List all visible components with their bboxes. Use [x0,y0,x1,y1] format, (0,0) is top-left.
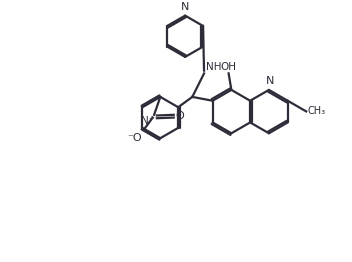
Text: OH: OH [221,62,237,72]
Text: ⁻O: ⁻O [127,133,142,143]
Text: NH: NH [206,62,221,72]
Text: N⁺: N⁺ [141,116,154,126]
Text: N: N [181,2,189,12]
Text: CH₃: CH₃ [308,106,326,116]
Text: N: N [265,77,274,86]
Text: O: O [175,111,184,121]
